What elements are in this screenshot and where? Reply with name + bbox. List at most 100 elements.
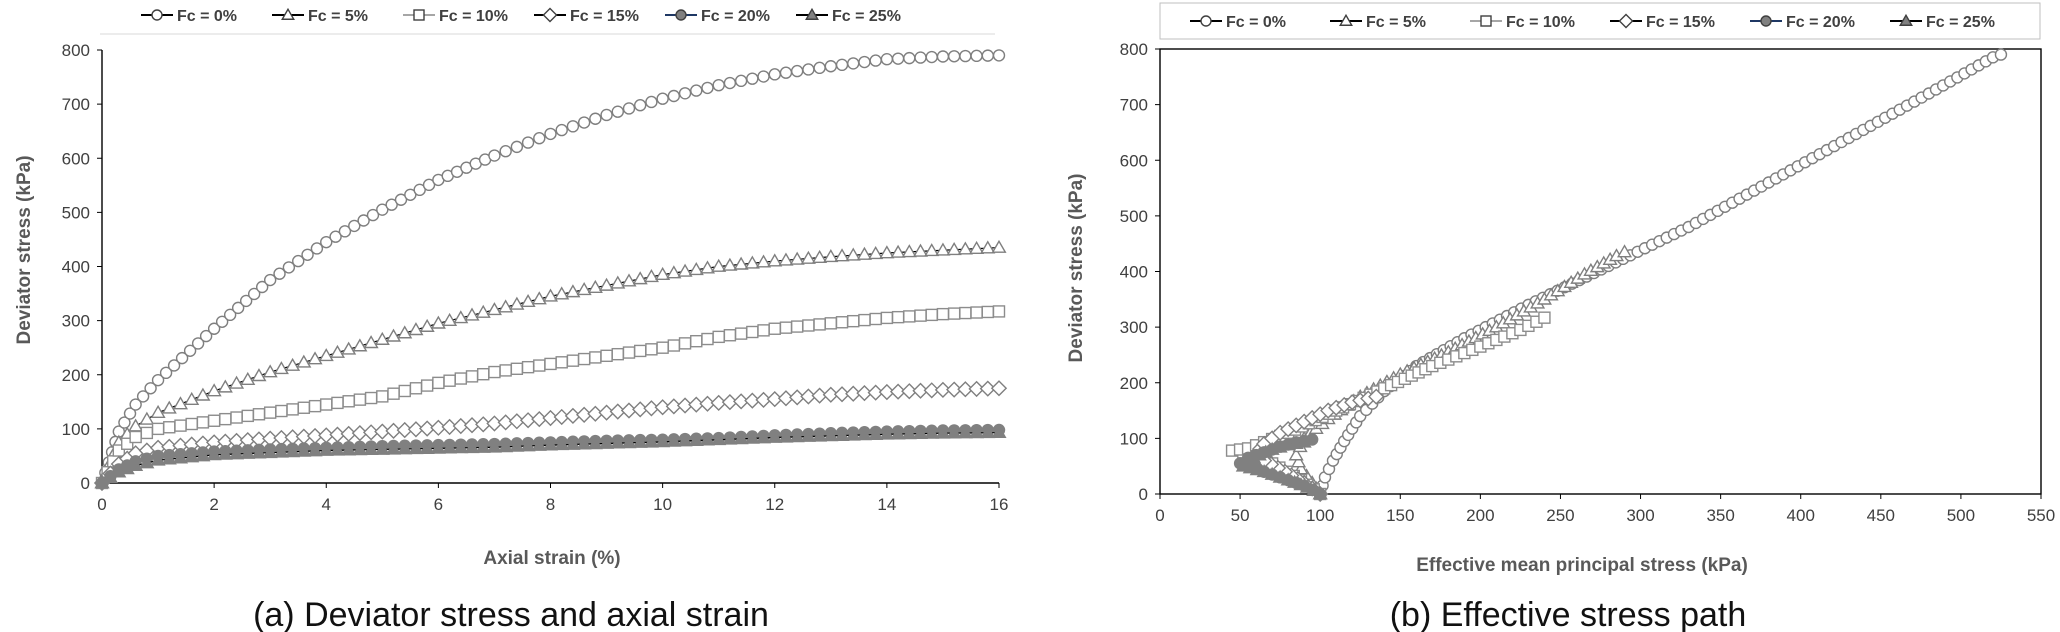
chart-a-data-point	[903, 310, 916, 323]
chart-a-data-point	[768, 68, 781, 81]
legend-b-legend-marker	[1480, 15, 1492, 27]
chart-a-data-point	[376, 203, 389, 216]
chart-a-data-point	[251, 445, 267, 459]
chart-a-y-tick-label: 700	[62, 95, 90, 114]
chart-b-series-1	[1288, 244, 1633, 500]
x-axis-label-b: Effective mean principal stress (kPa)	[1416, 555, 1748, 576]
chart-a-data-point	[531, 437, 547, 451]
chart-a-data-point	[891, 52, 905, 65]
chart-a-data-point	[890, 244, 906, 258]
chart-a-data-point	[404, 188, 417, 201]
chart-a-data-point	[374, 441, 390, 455]
chart-a-data-point	[723, 329, 737, 342]
chart-a-data-point	[163, 421, 176, 434]
chart-a-data-point	[348, 219, 361, 233]
chart-a-data-point	[554, 286, 570, 300]
chart-a-data-point	[734, 327, 748, 340]
chart-a-data-point	[858, 313, 871, 327]
chart-a-data-point	[150, 452, 166, 466]
chart-a-data-point	[587, 279, 603, 293]
chart-a-data-point	[878, 383, 896, 401]
chart-a-data-point	[184, 391, 200, 406]
chart-a-data-point	[413, 183, 426, 197]
chart-a-data-point	[947, 50, 961, 63]
chart-a-data-point	[342, 395, 355, 408]
chart-a-data-point	[757, 70, 770, 83]
legend-a-legend-item: Fc = 15%	[534, 7, 639, 25]
chart-a-data-point	[847, 57, 860, 70]
chart-a-data-point	[554, 437, 570, 451]
chart-a-data-point	[240, 371, 256, 385]
chart-a-data-point	[914, 309, 927, 322]
chart-a-data-point	[486, 302, 502, 316]
chart-a-data-point	[756, 430, 772, 444]
chart-a-data-point	[331, 396, 344, 410]
chart-a-data-point	[128, 418, 144, 432]
chart-a-data-point	[366, 208, 380, 222]
chart-a-data-point	[129, 398, 142, 411]
chart-a-x-tick-label: 2	[209, 495, 218, 514]
chart-a-data-point	[656, 341, 669, 354]
chart-a-data-point	[285, 444, 301, 458]
y-axis-label-b: Deviator stress (kPa)	[1066, 173, 1087, 362]
chart-a-data-point	[632, 271, 648, 285]
chart-a-data-point	[712, 330, 725, 344]
chart-a-data-point	[251, 368, 267, 382]
chart-a-data-point	[789, 251, 805, 265]
chart-a-data-point	[812, 428, 828, 442]
chart-b-x-tick-label: 100	[1306, 506, 1334, 525]
chart-a-data-point	[175, 351, 189, 365]
chart-a-data-point	[802, 63, 815, 76]
chart-a-data-point	[835, 58, 849, 72]
chart-a-data-point	[531, 291, 547, 305]
chart-a-data-point	[722, 431, 738, 445]
chart-a-data-point	[991, 424, 1007, 439]
chart-a-data-point	[768, 322, 781, 335]
legend-a-legend-marker	[805, 7, 819, 20]
chart-a-series-2	[95, 305, 1006, 490]
chart-a-data-point	[307, 443, 323, 457]
chart-a-data-point	[667, 339, 681, 352]
chart-a-data-point	[206, 383, 222, 397]
chart-a-data-point	[925, 308, 938, 322]
chart-a-data-point	[229, 446, 245, 460]
chart-a-y-tick-label: 0	[81, 474, 90, 493]
chart-a-x-tick-label: 8	[546, 495, 555, 514]
chart-a-data-point	[936, 307, 950, 321]
chart-a-data-point	[577, 352, 591, 366]
chart-a-data-point	[845, 247, 861, 261]
chart-a-data-point	[834, 248, 850, 262]
x-axis-label-a: Axial strain (%)	[483, 548, 620, 569]
legend-a-legend-label: Fc = 5%	[308, 8, 368, 25]
chart-a-data-point	[364, 391, 378, 405]
chart-a-data-point	[959, 306, 972, 320]
chart-a-x-tick-label: 10	[653, 495, 672, 514]
chart-a-data-point	[923, 382, 940, 399]
chart-a-data-point	[161, 451, 177, 465]
chart-a-data-point	[282, 261, 296, 274]
chart-a-data-point	[744, 430, 760, 444]
chart-a-data-point	[701, 81, 714, 95]
chart-a-data-point	[286, 403, 299, 416]
legend-b: Fc = 0% Fc = 5% Fc = 10% Fc = 15% Fc = 20% Fc…	[1190, 13, 1995, 31]
chart-a-data-point	[678, 337, 692, 350]
chart-a-data-point	[139, 411, 155, 425]
chart-b-data-point	[1368, 388, 1385, 405]
chart-a-data-point	[903, 51, 916, 65]
chart-b-series-0	[1313, 48, 2008, 501]
chart-a-data-point	[172, 396, 189, 410]
chart-a-y-tick-label: 600	[62, 149, 90, 168]
chart-a-data-point	[688, 262, 704, 276]
chart-a-data-point	[970, 306, 983, 319]
chart-a-data-point	[778, 252, 794, 266]
chart-a-data-point	[139, 455, 155, 469]
legend-b-legend-marker	[1899, 13, 1913, 26]
chart-a-data-point	[320, 398, 333, 411]
chart-a-y-tick-label: 800	[62, 41, 90, 60]
chart-a-data-point	[924, 425, 940, 439]
legend-b-legend-item: Fc = 20%	[1750, 14, 1855, 31]
chart-a-data-point	[869, 54, 882, 67]
chart-b-y-tick-label: 800	[1120, 40, 1148, 59]
chart-a-data-point	[643, 269, 659, 283]
